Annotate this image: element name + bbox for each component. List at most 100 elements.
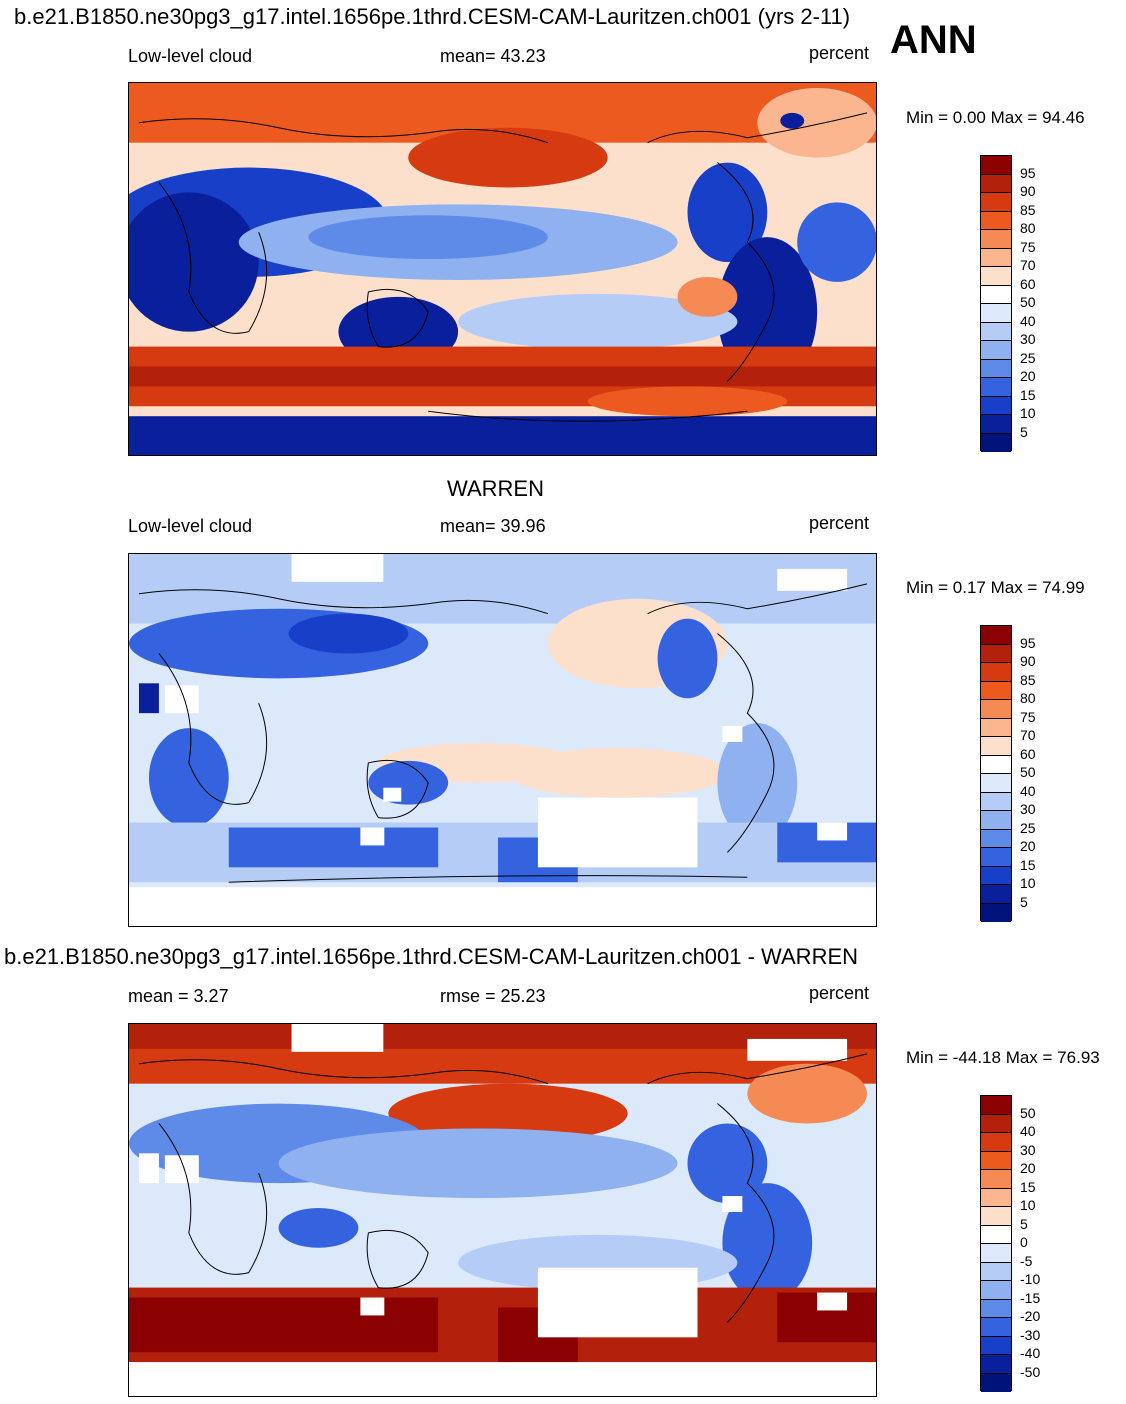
colorbar-swatch [981, 718, 1011, 737]
colorbar-swatch [981, 1336, 1011, 1355]
colorbar-swatch [981, 774, 1011, 793]
colorbar-tick: 90 [1020, 183, 1036, 199]
colorbar-swatch [981, 663, 1011, 682]
panel-obs-map [128, 553, 877, 927]
colorbar-swatch [981, 285, 1011, 304]
colorbar-swatch [981, 755, 1011, 774]
colorbar-tick: 10 [1020, 875, 1036, 891]
panel-diff-units-label: percent [809, 983, 870, 1003]
colorbar-swatch [981, 737, 1011, 756]
panel-model-mean-label: mean= 43.23 [440, 46, 546, 66]
panel-obs-units-label: percent [809, 513, 870, 533]
panel-diff-map [128, 1023, 877, 1397]
colorbar-tick: 25 [1020, 820, 1036, 836]
colorbar-tick: 5 [1020, 894, 1028, 910]
colorbar-tick: -5 [1020, 1253, 1033, 1269]
colorbar-tick: -10 [1020, 1271, 1041, 1287]
colorbar-tick: 85 [1020, 202, 1036, 218]
colorbar-swatch [981, 1262, 1011, 1281]
panel-diff-minmax: Min = -44.18 Max = 76.93 [906, 1048, 1100, 1067]
panel-diff-mean-label: mean = 3.27 [128, 986, 229, 1006]
colorbar-swatch [981, 267, 1011, 286]
colorbar-swatch [981, 626, 1011, 645]
colorbar-tick: 5 [1020, 424, 1028, 440]
colorbar-tick: 75 [1020, 239, 1036, 255]
colorbar-swatch [981, 1188, 1011, 1207]
panel-model-map [128, 82, 877, 456]
panel-obs-colorbar [980, 625, 1012, 922]
colorbar-swatch [981, 174, 1011, 193]
colorbar-swatch [981, 848, 1011, 867]
colorbar-tick: 0 [1020, 1234, 1028, 1250]
panel-diff-rmse-label: rmse = 25.23 [440, 986, 546, 1006]
colorbar-swatch [981, 681, 1011, 700]
colorbar-tick: 25 [1020, 350, 1036, 366]
colorbar-swatch [981, 248, 1011, 267]
colorbar-swatch [981, 322, 1011, 341]
colorbar-tick: -20 [1020, 1308, 1041, 1324]
colorbar-tick: 70 [1020, 727, 1036, 743]
colorbar-swatch [981, 1170, 1011, 1189]
colorbar-tick: 40 [1020, 1123, 1036, 1139]
colorbar-tick: 40 [1020, 313, 1036, 329]
colorbar-tick: 15 [1020, 1179, 1036, 1195]
colorbar-tick: 75 [1020, 709, 1036, 725]
colorbar-tick: 20 [1020, 368, 1036, 384]
panel-model-variable-label: Low-level cloud [128, 46, 253, 66]
colorbar-swatch [981, 304, 1011, 323]
colorbar-swatch [981, 811, 1011, 830]
colorbar-swatch [981, 700, 1011, 719]
colorbar-tick: 30 [1020, 801, 1036, 817]
colorbar-tick: 40 [1020, 783, 1036, 799]
colorbar-swatch [981, 1355, 1011, 1374]
colorbar-tick: 30 [1020, 331, 1036, 347]
colorbar-tick: 15 [1020, 387, 1036, 403]
colorbar-tick: -50 [1020, 1364, 1041, 1380]
colorbar-swatch [981, 1133, 1011, 1152]
colorbar-swatch [981, 1373, 1011, 1392]
panel-obs-mean-label: mean= 39.96 [440, 516, 546, 536]
colorbar-tick: 30 [1020, 1142, 1036, 1158]
colorbar-swatch [981, 211, 1011, 230]
colorbar-tick: -30 [1020, 1327, 1041, 1343]
panel-model-colorbar [980, 155, 1012, 452]
colorbar-swatch [981, 829, 1011, 848]
colorbar-tick: 20 [1020, 1160, 1036, 1176]
panel-obs-minmax: Min = 0.17 Max = 74.99 [906, 578, 1085, 597]
colorbar-tick: -40 [1020, 1345, 1041, 1361]
colorbar-tick: 15 [1020, 857, 1036, 873]
colorbar-tick: 80 [1020, 220, 1036, 236]
panel-model-minmax: Min = 0.00 Max = 94.46 [906, 108, 1085, 127]
colorbar-swatch [981, 1318, 1011, 1337]
colorbar-swatch [981, 644, 1011, 663]
colorbar-swatch [981, 1244, 1011, 1263]
panel-diff-heading: b.e21.B1850.ne30pg3_g17.intel.1656pe.1th… [4, 944, 859, 969]
colorbar-tick: 60 [1020, 276, 1036, 292]
colorbar-swatch [981, 193, 1011, 212]
colorbar-swatch [981, 359, 1011, 378]
colorbar-swatch [981, 396, 1011, 415]
colorbar-swatch [981, 341, 1011, 360]
colorbar-swatch [981, 1096, 1011, 1115]
panel-obs-heading: WARREN [447, 476, 544, 501]
panel-model-units-label: percent [809, 43, 870, 63]
colorbar-swatch [981, 1225, 1011, 1244]
colorbar-tick: 10 [1020, 1197, 1036, 1213]
colorbar-tick: 10 [1020, 405, 1036, 421]
colorbar-tick: 50 [1020, 1105, 1036, 1121]
colorbar-tick: 85 [1020, 672, 1036, 688]
colorbar-swatch [981, 378, 1011, 397]
colorbar-swatch [981, 1207, 1011, 1226]
colorbar-swatch [981, 156, 1011, 175]
colorbar-swatch [981, 1281, 1011, 1300]
season-label: ANN [890, 18, 977, 62]
colorbar-swatch [981, 433, 1011, 452]
colorbar-tick: 90 [1020, 653, 1036, 669]
colorbar-tick: 50 [1020, 294, 1036, 310]
colorbar-swatch [981, 230, 1011, 249]
colorbar-swatch [981, 903, 1011, 922]
colorbar-swatch [981, 1114, 1011, 1133]
colorbar-swatch [981, 1299, 1011, 1318]
colorbar-tick: -15 [1020, 1290, 1041, 1306]
colorbar-tick: 95 [1020, 165, 1036, 181]
